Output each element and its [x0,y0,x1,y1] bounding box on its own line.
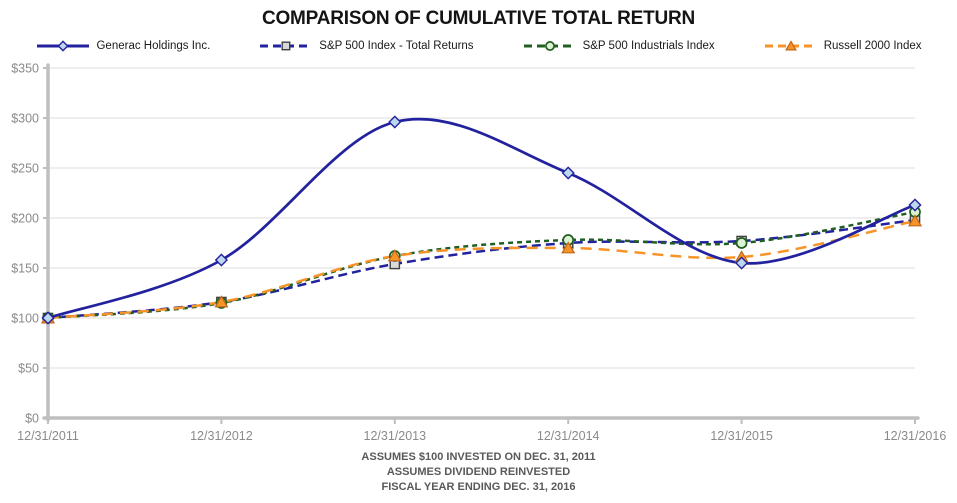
legend-label: S&P 500 Index - Total Returns [319,40,474,52]
x-axis-label: 12/31/2011 [17,429,79,443]
footnote-invested: ASSUMES $100 INVESTED ON DEC. 31, 2011 [361,451,596,463]
series-line-russell-2000-index [47,219,916,320]
x-axis-label: 12/31/2012 [190,429,253,443]
y-axis-label: $0 [25,412,39,426]
square-marker [281,41,291,51]
legend-line-sample [764,40,817,51]
legend-label: S&P 500 Industrials Index [582,40,715,52]
diamond-marker [908,198,922,212]
circle-marker [735,237,748,249]
series-markers-s-p-500-industrials-index [42,206,921,324]
circle-marker [544,41,555,51]
triangle-marker [784,40,797,51]
triangle-marker [561,241,576,254]
diamond-marker [57,40,70,52]
legend-label: Generac Holdings Inc. [96,40,211,52]
legend-item-s-p-500-index-total-returns: S&P 500 Index - Total Returns [258,39,474,53]
legend-label: Russell 2000 Index [823,40,922,52]
y-axis-label: $100 [11,312,39,326]
triangle-marker [387,249,402,262]
legend-item-s-p-500-industrials-index: S&P 500 Industrials Index [522,39,715,53]
chart-title: COMPARISON OF CUMULATIVE TOTAL RETURN [261,8,696,29]
y-axis-label: $200 [11,212,39,226]
legend-line-sample [37,40,90,52]
legend-line-sample [260,41,313,51]
series-line-generac-holdings-inc [47,117,916,320]
series-markers-s-p-500-index-total-returns [42,214,921,324]
series-markers-generac-holdings-inc [41,115,922,325]
series-line-s-p-500-industrials-index [47,210,916,320]
y-axis-label: $300 [11,112,39,126]
y-axis-label: $50 [18,362,39,376]
footnote-fiscal-year: FISCAL YEAR ENDING DEC. 31, 2016 [381,481,576,493]
diamond-marker [561,166,575,180]
legend-line-sample [523,41,576,51]
diamond-marker [214,253,228,267]
y-axis-label: $350 [11,62,39,76]
diamond-marker [735,256,749,270]
y-axis-label: $250 [11,162,39,176]
x-axis-label: 12/31/2016 [884,429,947,443]
x-axis-label: 12/31/2013 [364,429,427,443]
x-axis-label: 12/31/2015 [710,429,773,443]
legend-item-generac-holdings-inc: Generac Holdings Inc. [35,39,210,53]
diamond-marker [388,115,402,129]
y-axis-label: $150 [11,262,39,276]
legend-item-russell-2000-index: Russell 2000 Index [763,39,922,53]
x-axis-label: 12/31/2014 [537,429,600,443]
footnote-dividend: ASSUMES DIVIDEND REINVESTED [386,466,571,478]
diamond-marker [41,311,55,325]
footnotes: ASSUMES $100 INVESTED ON DEC. 31, 2011 A… [0,450,957,495]
legend: Generac Holdings Inc. S&P 500 Index - Tot… [0,37,957,55]
series-line-s-p-500-index-total-returns [47,218,916,320]
triangle-marker [214,295,229,308]
triangle-marker [907,214,923,227]
